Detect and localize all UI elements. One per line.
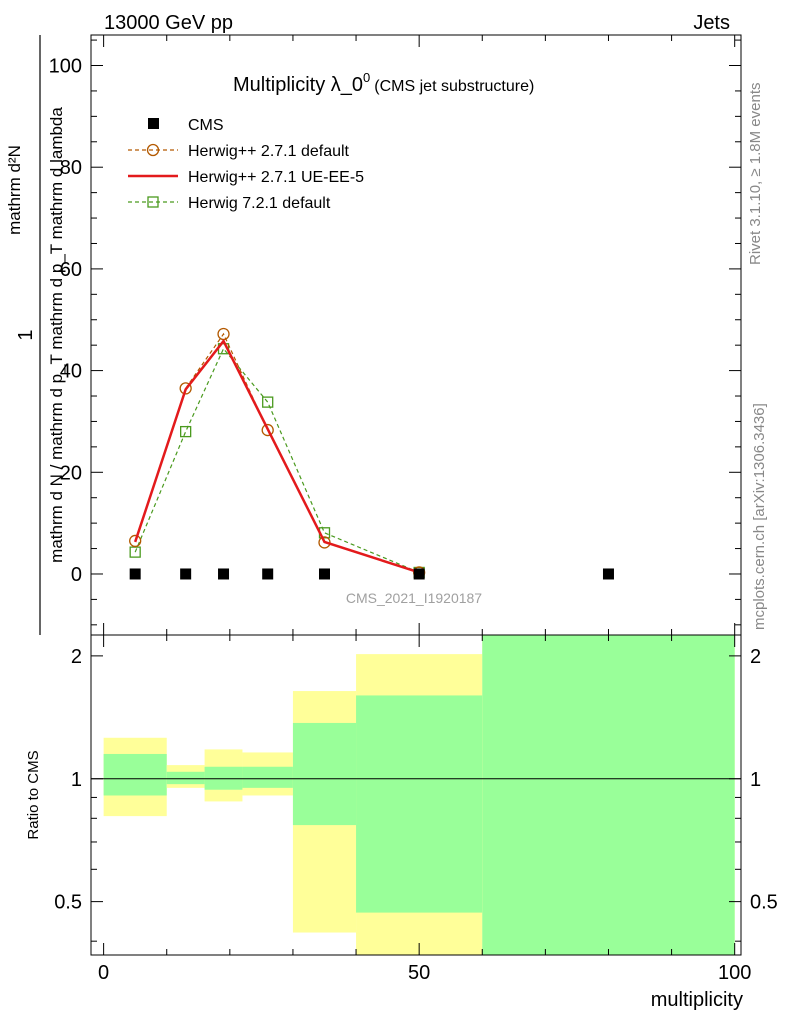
data-point: [262, 396, 274, 408]
main-series: [129, 327, 614, 580]
legend-label-cms: CMS: [188, 117, 224, 134]
ratio-ytick-label-right: 0.5: [750, 892, 778, 914]
data-point: [129, 568, 141, 580]
ylabel-numerator2: mathrm d²N: [5, 145, 24, 235]
data-point: [318, 568, 330, 580]
chart-title-sup: 0: [363, 70, 370, 85]
ratio-band-green: [482, 635, 735, 955]
series-line: [133, 338, 420, 574]
jets-label: Jets: [693, 12, 730, 34]
ratio-xtick-label: 0: [98, 962, 109, 984]
main-ytick-labels: 0 20 40 60 80 100: [49, 56, 82, 586]
ratio-ylabel: Ratio to CMS: [25, 750, 42, 839]
ratio-bands: [103, 635, 735, 955]
main-ytick-label: 20: [60, 462, 82, 484]
data-point: [218, 568, 230, 580]
ratio-ytick-label-left: 1: [71, 769, 82, 791]
xlabel: multiplicity: [651, 989, 743, 1011]
ratio-ytick-label-left: 0.5: [54, 892, 82, 914]
ratio-band-green: [356, 695, 483, 913]
analysis-watermark: CMS_2021_I1920187: [346, 590, 482, 606]
mcplots-label: mcplots.cern.ch [arXiv:1306.3436]: [751, 403, 768, 630]
energy-label: 13000 GeV pp: [104, 12, 233, 34]
ratio-band-green: [103, 753, 167, 796]
ratio-band-green: [204, 766, 243, 790]
main-ytick-label: 80: [60, 157, 82, 179]
ratio-xtick-label: 100: [718, 962, 751, 984]
ratio-frame: [90, 634, 742, 956]
data-point: [261, 423, 274, 437]
ratio-xtick-label: 50: [408, 962, 430, 984]
ratio-panel: 0.5 0.5 1 1 2 2 0 50 100 Ratio to CMS multiplic…: [25, 634, 778, 1011]
ylabel-numerator: 1: [15, 329, 37, 340]
ratio-band-green: [292, 722, 357, 826]
data-point: [413, 568, 425, 580]
main-ytick-label: 60: [60, 259, 82, 281]
data-point: [180, 568, 192, 580]
main-ylabel: 1 mathrm d N / mathrm d p_T mathrm d p_T…: [15, 35, 66, 635]
legend-label-herwigpp-default: Herwig++ 2.7.1 default: [188, 143, 350, 160]
main-ticks: [91, 35, 741, 635]
main-ytick-label: 100: [49, 56, 82, 78]
series-line: [134, 347, 420, 574]
main-ytick-label: 0: [71, 564, 82, 586]
data-point: [179, 382, 192, 395]
legend-label-herwig7-default: Herwig 7.2.1 default: [188, 195, 331, 212]
ratio-ytick-label-right: 2: [750, 646, 761, 668]
ratio-ytick-labels: 0.5 0.5 1 1 2 2: [54, 646, 778, 914]
data-point: [129, 546, 141, 558]
chart-title: Multiplicity λ_00 (CMS jet substructure): [233, 70, 534, 96]
chart-title-main: Multiplicity λ_0: [233, 74, 363, 96]
ratio-xtick-labels: 0 50 100: [98, 962, 751, 984]
legend-marker-herwigpp-default: [146, 143, 160, 157]
ratio-ytick-label-right: 1: [750, 769, 761, 791]
rivet-label: Rivet 3.1.10, ≥ 1.8M events: [747, 83, 764, 266]
main-ytick-label: 40: [60, 361, 82, 383]
legend: CMS Herwig++ 2.7.1 default Herwig++ 2.7.…: [128, 117, 364, 212]
legend-marker-cms: [148, 118, 159, 129]
ratio-ticks: [91, 635, 741, 955]
ratio-band-green: [242, 766, 293, 788]
series-line: [134, 332, 420, 574]
legend-label-herwigpp-ueee5: Herwig++ 2.7.1 UE-EE-5: [188, 169, 364, 186]
data-point: [602, 568, 614, 580]
ratio-band-green: [166, 771, 205, 785]
ratio-ytick-label-left: 2: [71, 646, 82, 668]
data-point: [129, 534, 142, 548]
legend-marker-herwig7-default: [147, 196, 159, 208]
data-point: [180, 425, 192, 438]
main-panel: 0 20 40 60 80 100 CMS_2021_I1920187 Multiplic…: [5, 34, 742, 636]
data-point: [262, 568, 274, 580]
ylabel-denominator: mathrm d N / mathrm d p_T mathrm d p_T m…: [47, 107, 66, 563]
chart-title-sub: (CMS jet substructure): [374, 78, 534, 95]
